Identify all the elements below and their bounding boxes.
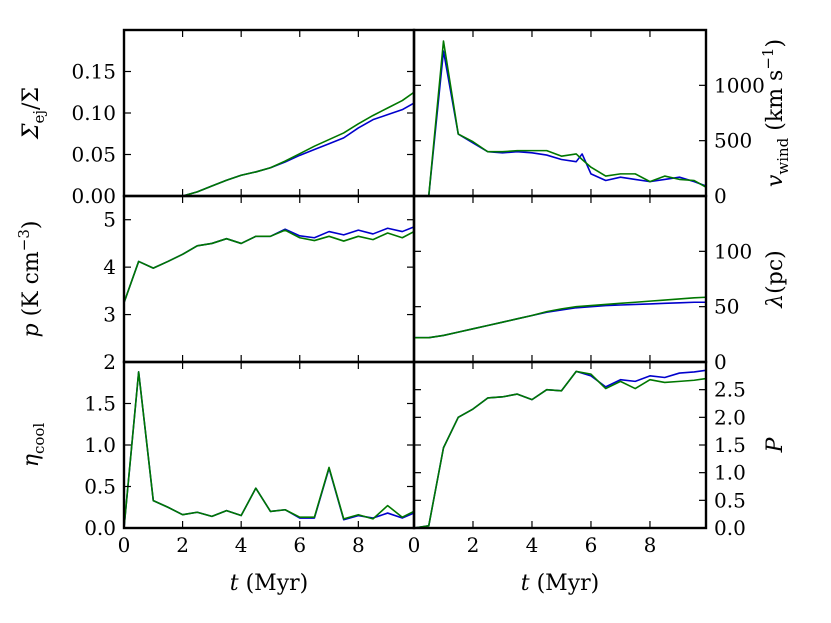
y-axis-label: Σej/Σ [19, 87, 48, 140]
y-tick-label: 0.15 [71, 60, 116, 84]
y-axis-label: λ(pc) [763, 250, 788, 309]
series-blue-line [182, 102, 414, 196]
panel-frame [412, 360, 708, 530]
y-tick-label: 100 [714, 239, 752, 263]
x-tick-label: 6 [293, 533, 306, 557]
y-axis-label: p (K cm−3) [15, 221, 44, 338]
panel-frame [122, 28, 416, 198]
series-green-line [124, 229, 414, 303]
y-tick-label: 500 [714, 129, 752, 153]
y-tick-label: 2.0 [714, 405, 746, 429]
y-tick-label: 1.5 [714, 433, 746, 457]
x-tick-label: 4 [235, 533, 248, 557]
x-axis-label: t (Myr) [521, 571, 599, 596]
panel-frame [412, 28, 708, 198]
panel-bottom-left: 0.0 0.5 1.0 1.5 2 0 2 4 6 8 t (Myr) ηcool [19, 350, 416, 596]
y-tick-label: 0.0 [714, 516, 746, 540]
y-tick-label: 1.0 [84, 433, 116, 457]
series-blue-line [124, 371, 414, 528]
y-axis-label: P [763, 436, 788, 453]
x-axis-label: t (Myr) [230, 571, 308, 596]
x-tick-label: 2 [467, 533, 480, 557]
x-tick-label: 0 [118, 533, 131, 557]
series-blue-line [414, 369, 706, 528]
y-tick-label: 2 [103, 350, 116, 374]
series-green-line [124, 371, 414, 528]
y-tick-label: 0.5 [714, 488, 746, 512]
y-tick-label: 1.5 [84, 392, 116, 416]
series-green-line [182, 91, 414, 196]
y-tick-label: 3 [103, 303, 116, 327]
y-tick-label: 0.5 [84, 475, 116, 499]
x-tick-label: 4 [526, 533, 539, 557]
x-tick-label: 0 [408, 533, 421, 557]
y-tick-label: 1000 [714, 73, 765, 97]
series-blue-line [427, 50, 706, 196]
y-tick-label: 1.0 [714, 461, 746, 485]
y-tick-label: 2.5 [714, 378, 746, 402]
panel-frame [412, 194, 708, 364]
x-tick-label: 6 [585, 533, 598, 557]
panel-frame [122, 360, 416, 530]
series-green-line [427, 40, 706, 196]
x-tick-label: 8 [352, 533, 365, 557]
series-green-line [414, 296, 706, 339]
panel-top-left: 0.00 0.05 0.10 0.15 Σej/Σ [19, 28, 416, 208]
y-tick-label: 0.0 [84, 516, 116, 540]
panel-bottom-right: 0.0 0.5 1.0 1.5 2.0 2.5 0 2 4 6 8 t (Myr) P [408, 360, 788, 596]
y-tick-label: 4 [103, 255, 116, 279]
panel-middle-left: 3 4 5 p (K cm−3) [15, 194, 416, 364]
panel-middle-right: 0 50 100 λ(pc) [412, 194, 788, 374]
y-tick-label: 5 [103, 208, 116, 232]
y-axis-label: vwind (km s−1) [759, 39, 792, 187]
y-axis-label: ηcool [19, 423, 48, 468]
y-tick-label: 0.10 [71, 101, 116, 125]
y-tick-label: 0.05 [71, 143, 116, 167]
series-blue-line [124, 226, 414, 303]
x-tick-label: 2 [176, 533, 189, 557]
series-green-line [414, 370, 706, 528]
panel-frame [122, 194, 416, 364]
y-tick-label: 0 [714, 184, 727, 208]
x-tick-label: 8 [644, 533, 657, 557]
y-tick-label: 0 [714, 350, 727, 374]
y-tick-label: 50 [714, 295, 739, 319]
y-tick-label: 0.00 [71, 184, 116, 208]
